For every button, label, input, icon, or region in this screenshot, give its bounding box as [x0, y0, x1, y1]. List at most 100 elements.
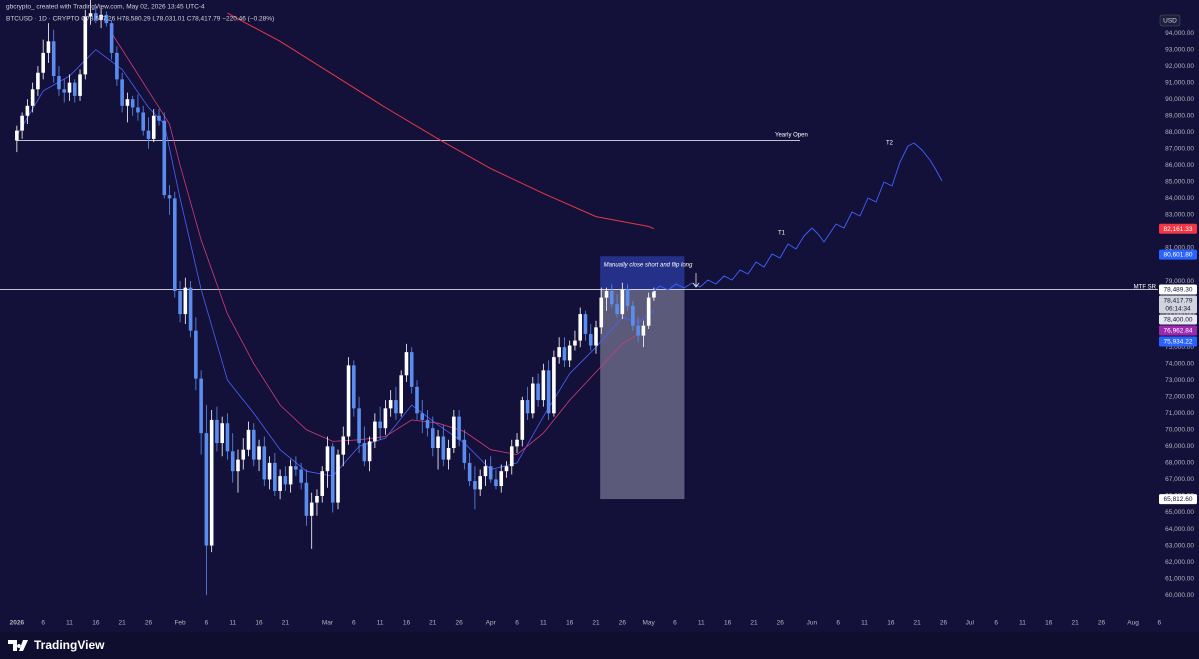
x-tick-label: 21: [119, 620, 127, 627]
candle-body: [436, 436, 440, 449]
candle-body: [367, 441, 372, 462]
x-tick-label: 21: [1072, 620, 1080, 627]
candle-body: [220, 423, 224, 444]
candle-body: [199, 378, 203, 434]
x-tick-label: 21: [429, 620, 437, 627]
position-box-profit: [600, 256, 685, 290]
candle-body: [236, 459, 240, 472]
price-tag-label: 78,489.30: [1164, 287, 1193, 294]
candle-body: [399, 375, 403, 414]
candle-body: [541, 370, 546, 401]
x-tick-label: 6: [205, 620, 209, 627]
y-tick-label: 74,000.00: [1165, 360, 1194, 367]
y-tick-label: 89,000.00: [1165, 112, 1194, 119]
candle-body: [67, 82, 72, 93]
candle-body: [294, 466, 298, 470]
y-tick-label: 68,000.00: [1165, 460, 1194, 467]
candle-body: [594, 327, 598, 346]
x-tick-label: 11: [1019, 620, 1026, 627]
candle-body: [509, 446, 514, 467]
x-tick-label: 16: [887, 620, 895, 627]
price-tag: [1159, 284, 1197, 295]
moving-average: [227, 12, 655, 230]
candle-body: [357, 408, 361, 444]
y-tick-label: 88,000.00: [1165, 129, 1194, 136]
candle-body: [457, 416, 461, 440]
candle-body: [120, 79, 124, 106]
candle-body: [83, 16, 88, 75]
price-tag-label: 78,417.79: [1164, 298, 1193, 305]
y-tick-label: 61,000.00: [1165, 575, 1194, 582]
candle-body: [173, 198, 177, 291]
y-tick-label: 93,000.00: [1165, 46, 1194, 53]
y-tick-label: 71,000.00: [1165, 410, 1194, 417]
x-tick-label: 11: [377, 620, 384, 627]
candle-body: [99, 14, 103, 20]
candle-body: [483, 466, 488, 477]
candle-body: [262, 446, 267, 480]
candle-body: [188, 287, 193, 331]
x-tick-label: 26: [1098, 620, 1106, 627]
candle-body: [557, 347, 561, 358]
candle-body: [178, 290, 182, 315]
y-tick-label: 83,000.00: [1165, 212, 1194, 219]
candle-body: [25, 105, 30, 116]
price-tag-label: 82,161.33: [1164, 226, 1193, 233]
price-tag: [1159, 249, 1197, 260]
candle-body: [57, 76, 61, 90]
candle-body: [51, 41, 56, 77]
candle-body: [536, 383, 540, 401]
x-tick-label: 11: [540, 620, 547, 627]
x-tick-label: Jul: [966, 620, 975, 627]
price-tag-label: 75,934.22: [1164, 339, 1193, 346]
x-tick-label: 21: [914, 620, 922, 627]
position-box-risk: [600, 289, 685, 500]
y-tick-label: 63,000.00: [1165, 542, 1194, 549]
candle-body: [209, 419, 214, 546]
candle-body: [531, 383, 535, 414]
candle-body: [146, 130, 151, 139]
x-tick-label: 21: [592, 620, 600, 627]
currency: USD: [1163, 18, 1177, 25]
candle-body: [88, 13, 93, 17]
candle-body: [136, 107, 140, 113]
legend: BTCUSD · 1D · CRYPTO O78,597.26 H78,580.…: [6, 16, 274, 23]
x-tick-label: 6: [515, 620, 519, 627]
candle-body: [462, 439, 467, 463]
candle-body: [20, 115, 24, 131]
candle-body: [167, 195, 172, 199]
candle-body: [499, 471, 504, 487]
candle-body: [46, 41, 51, 53]
candle-body: [488, 466, 493, 480]
candle-body: [515, 439, 519, 447]
candle-body: [478, 476, 482, 490]
price-tag-label: 78,400.00: [1164, 317, 1193, 324]
x-tick-label: 16: [403, 620, 411, 627]
candle-body: [625, 289, 630, 306]
candle-body: [546, 370, 551, 414]
candle-body: [315, 495, 319, 503]
candle-body: [283, 476, 288, 485]
candle-body: [615, 304, 619, 315]
x-tick-label: 16: [1045, 620, 1053, 627]
candle-body: [309, 502, 314, 516]
candle-body: [215, 419, 219, 444]
footer: [0, 632, 1199, 659]
candle-body: [330, 446, 335, 503]
candle-body: [404, 352, 409, 376]
y-tick-label: 86,000.00: [1165, 162, 1194, 169]
candle-body: [151, 115, 156, 139]
x-tick-label: 26: [777, 620, 785, 627]
y-tick-label: 73,000.00: [1165, 377, 1194, 384]
candle-body: [36, 72, 40, 90]
candle-body: [115, 52, 119, 80]
level-label: Yearly Open: [775, 133, 808, 139]
x-tick-label: May: [643, 620, 656, 627]
candle-body: [573, 340, 577, 346]
brand: TradingView: [34, 638, 105, 652]
candle-body: [141, 112, 146, 131]
candle-body: [30, 89, 35, 106]
candle-body: [72, 82, 77, 96]
